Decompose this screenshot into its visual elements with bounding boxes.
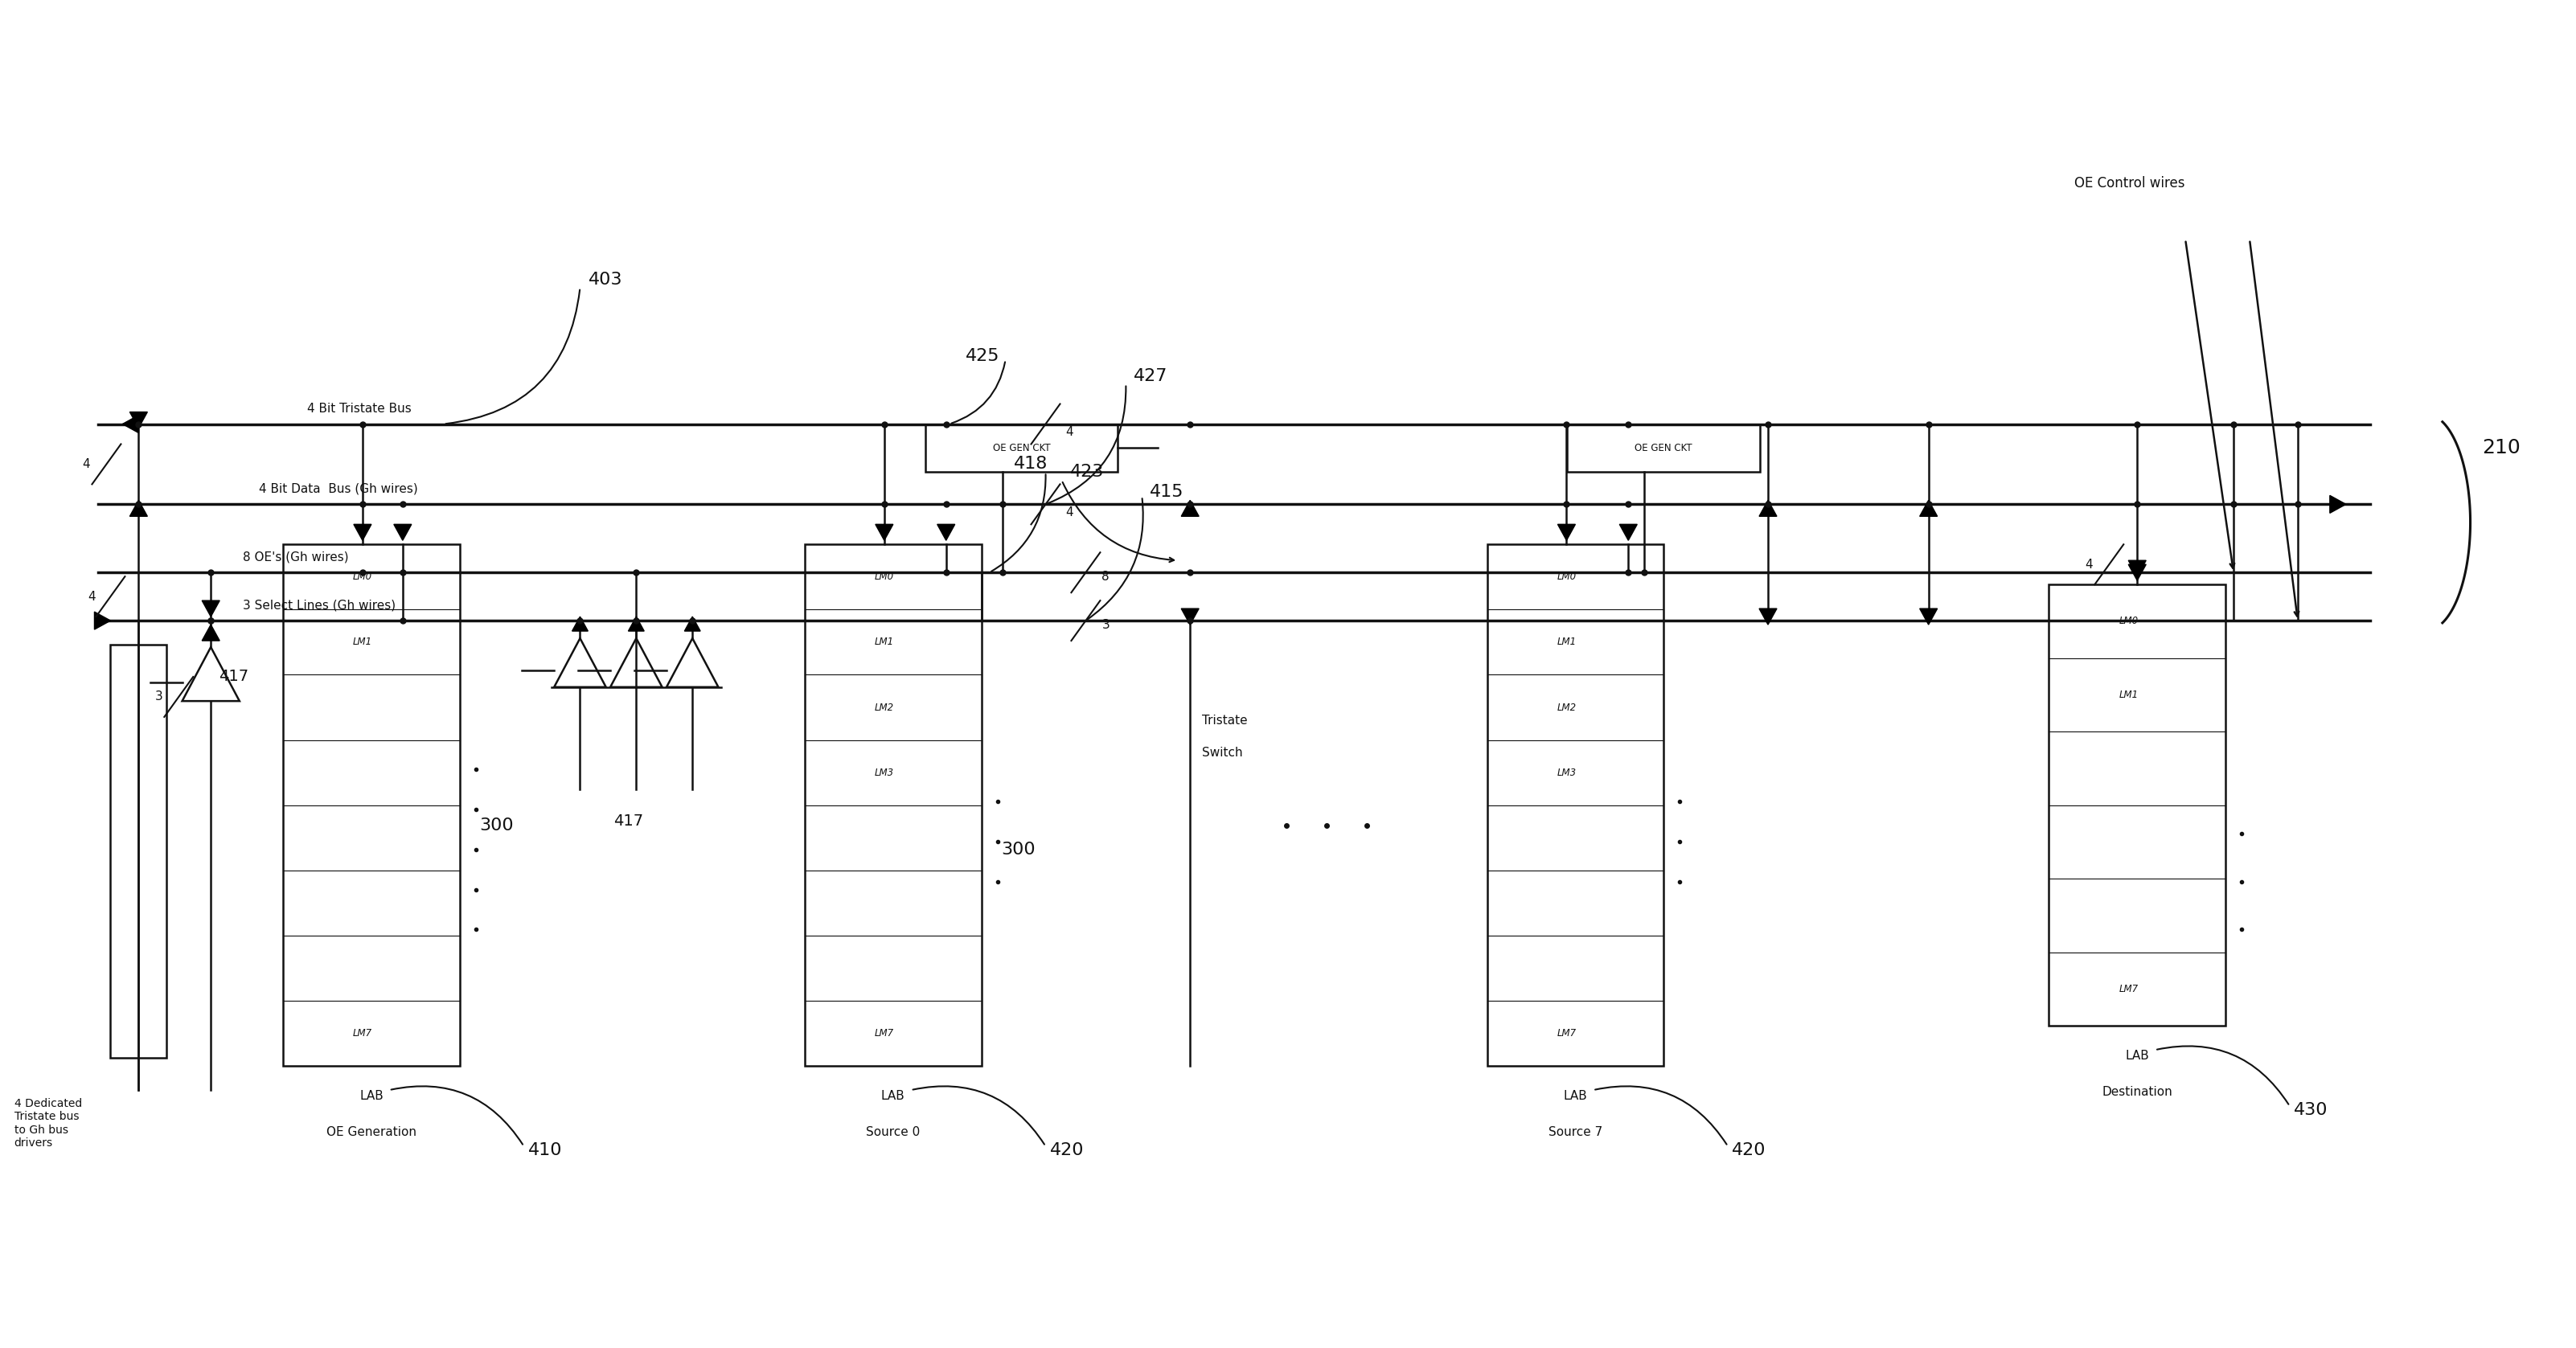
Polygon shape xyxy=(1759,500,1777,516)
Polygon shape xyxy=(1558,524,1577,541)
Polygon shape xyxy=(201,601,219,616)
Text: 403: 403 xyxy=(587,271,623,287)
Text: LM0: LM0 xyxy=(876,572,894,582)
Polygon shape xyxy=(938,524,956,541)
Polygon shape xyxy=(1182,500,1198,516)
Text: 4 Dedicated
Tristate bus
to Gh bus
drivers: 4 Dedicated Tristate bus to Gh bus drive… xyxy=(15,1099,82,1148)
Text: LM0: LM0 xyxy=(353,572,371,582)
Polygon shape xyxy=(2128,561,2146,577)
Text: 427: 427 xyxy=(1133,368,1167,384)
Polygon shape xyxy=(124,415,139,433)
Text: 8 OE's (Gh wires): 8 OE's (Gh wires) xyxy=(242,551,348,563)
Text: Source 0: Source 0 xyxy=(866,1126,920,1138)
Polygon shape xyxy=(95,612,111,630)
Text: OE Generation: OE Generation xyxy=(327,1126,417,1138)
Polygon shape xyxy=(1759,608,1777,624)
Text: 418: 418 xyxy=(1012,456,1048,472)
Polygon shape xyxy=(129,412,147,429)
Text: LM7: LM7 xyxy=(876,1029,894,1039)
Bar xyxy=(925,425,1118,472)
Text: LM7: LM7 xyxy=(353,1029,371,1039)
Text: LAB: LAB xyxy=(1564,1091,1587,1103)
Text: 420: 420 xyxy=(1048,1142,1084,1158)
Text: 3 Select Lines (Gh wires): 3 Select Lines (Gh wires) xyxy=(242,599,397,611)
Text: 4: 4 xyxy=(2084,558,2092,570)
Text: 420: 420 xyxy=(1731,1142,1767,1158)
Polygon shape xyxy=(353,524,371,541)
Text: LM0: LM0 xyxy=(1556,572,1577,582)
Text: LM2: LM2 xyxy=(1556,702,1577,713)
Bar xyxy=(2048,585,2226,1026)
Polygon shape xyxy=(685,616,701,631)
Bar xyxy=(1486,545,1664,1066)
Text: OE Control wires: OE Control wires xyxy=(2074,177,2184,190)
Text: OE GEN CKT: OE GEN CKT xyxy=(1636,443,1692,453)
Polygon shape xyxy=(572,616,587,631)
Text: Destination: Destination xyxy=(2102,1086,2172,1099)
Bar xyxy=(1566,425,1759,472)
Text: LM1: LM1 xyxy=(353,638,371,647)
Text: LAB: LAB xyxy=(361,1091,384,1103)
Text: 417: 417 xyxy=(219,669,250,685)
Text: 410: 410 xyxy=(528,1142,562,1158)
Polygon shape xyxy=(1620,524,1638,541)
Polygon shape xyxy=(629,616,644,631)
Text: 415: 415 xyxy=(1149,484,1185,500)
Bar xyxy=(804,545,981,1066)
Text: 4: 4 xyxy=(1066,426,1074,438)
Polygon shape xyxy=(394,524,412,541)
Text: 3: 3 xyxy=(1103,619,1110,631)
Polygon shape xyxy=(1919,608,1937,624)
Text: LM1: LM1 xyxy=(2117,690,2138,700)
Text: 210: 210 xyxy=(2483,438,2522,458)
Text: 430: 430 xyxy=(2293,1103,2329,1119)
Polygon shape xyxy=(201,624,219,640)
Text: 4 Bit Tristate Bus: 4 Bit Tristate Bus xyxy=(307,402,412,414)
Text: 300: 300 xyxy=(479,817,515,833)
Text: 425: 425 xyxy=(966,348,999,364)
Text: LM3: LM3 xyxy=(1556,767,1577,778)
Polygon shape xyxy=(1919,500,1937,516)
Text: OE GEN CKT: OE GEN CKT xyxy=(992,443,1051,453)
Text: Switch: Switch xyxy=(1203,747,1242,759)
Bar xyxy=(111,644,167,1058)
Text: LM1: LM1 xyxy=(1556,638,1577,647)
Text: 4: 4 xyxy=(88,590,95,603)
Text: LM1: LM1 xyxy=(876,638,894,647)
Text: LM7: LM7 xyxy=(1556,1029,1577,1039)
Text: LAB: LAB xyxy=(2125,1050,2148,1062)
Polygon shape xyxy=(2329,496,2347,514)
Text: 8: 8 xyxy=(1103,570,1110,582)
Text: 3: 3 xyxy=(155,690,162,702)
Text: 300: 300 xyxy=(1002,841,1036,857)
Text: 423: 423 xyxy=(1069,464,1103,480)
Text: LM0: LM0 xyxy=(2117,616,2138,627)
Text: 4: 4 xyxy=(1066,507,1074,519)
Text: 4 Bit Data  Bus (Gh wires): 4 Bit Data Bus (Gh wires) xyxy=(260,483,417,495)
Text: 4: 4 xyxy=(82,458,90,470)
Polygon shape xyxy=(2128,565,2146,581)
Text: LAB: LAB xyxy=(881,1091,904,1103)
Polygon shape xyxy=(1182,608,1198,624)
Text: LM2: LM2 xyxy=(876,702,894,713)
Text: LM7: LM7 xyxy=(2117,984,2138,995)
Text: LM3: LM3 xyxy=(876,767,894,778)
Text: Source 7: Source 7 xyxy=(1548,1126,1602,1138)
Polygon shape xyxy=(876,524,894,541)
Text: Tristate: Tristate xyxy=(1203,714,1247,727)
Text: 417: 417 xyxy=(613,813,644,829)
Bar xyxy=(283,545,459,1066)
Polygon shape xyxy=(129,500,147,516)
